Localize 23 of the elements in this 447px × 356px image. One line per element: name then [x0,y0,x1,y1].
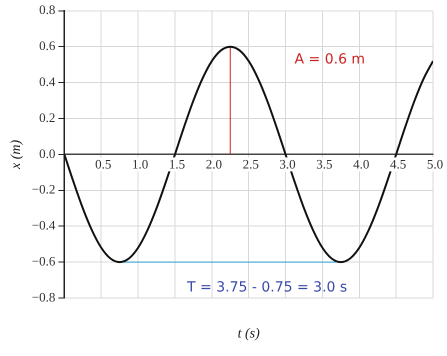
x-tick-label: 1.5 [168,156,186,172]
x-tick-label: 0.5 [95,156,112,172]
x-tick-label: 5.0 [426,156,444,172]
x-tick-label: 4.0 [353,156,370,172]
x-tick-label: 3.5 [316,156,333,172]
y-axis-title: x (m) [9,139,24,170]
annotation: T = 3.75 - 0.75 = 3.0 s [186,280,348,296]
y-tick-label: −0.4 [32,218,56,233]
x-tick-label: 4.5 [390,156,406,172]
y-tick-label: −0.2 [32,182,56,197]
y-tick-label: 0.2 [39,110,56,125]
x-tick-label: 2.5 [242,156,259,172]
annotation: A = 0.6 m [294,51,366,68]
x-tick-label: 3.0 [279,156,296,172]
y-tick-label: 0.0 [39,146,56,161]
y-tick-label: 0.8 [39,2,56,18]
y-tick-label: −0.6 [32,254,56,269]
y-tick-label: 0.4 [39,74,56,90]
x-axis-title: t (s) [238,326,260,342]
x-tick-label: 1.0 [132,156,148,172]
y-tick-label: −0.8 [32,289,56,304]
x-tick-label: 2.0 [206,156,222,172]
y-tick-label: 0.6 [39,38,56,54]
